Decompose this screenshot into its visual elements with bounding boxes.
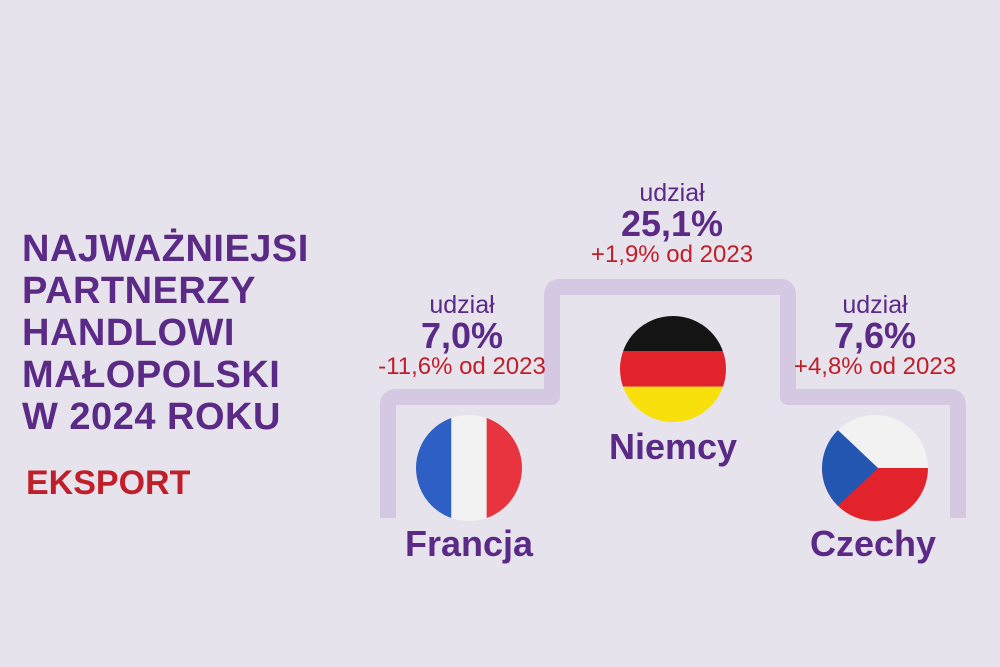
germany-flag-icon bbox=[620, 316, 726, 422]
czech-flag-icon bbox=[822, 415, 928, 521]
france-stats: udział 7,0% -11,6% od 2023 bbox=[352, 292, 572, 380]
subtitle-eksport: EKSPORT bbox=[26, 464, 191, 502]
country-name-niemcy: Niemcy bbox=[608, 426, 738, 467]
share-label: udział bbox=[639, 179, 705, 207]
page-title: NAJWAŻNIEJSI PARTNERZY HANDLOWI MAŁOPOLS… bbox=[22, 228, 309, 438]
share-change: +1,9% od 2023 bbox=[590, 241, 754, 268]
share-value: 7,0% bbox=[420, 315, 504, 356]
share-value: 7,6% bbox=[833, 315, 917, 356]
czech-stats: udział 7,6% +4,8% od 2023 bbox=[765, 292, 985, 380]
title-line: NAJWAŻNIEJSI bbox=[22, 228, 309, 270]
share-label: udział bbox=[429, 291, 495, 319]
title-line: MAŁOPOLSKI bbox=[22, 354, 281, 396]
france-flag-icon bbox=[416, 415, 522, 521]
country-name-czechy: Czechy bbox=[809, 523, 937, 564]
country-name-francja: Francja bbox=[404, 523, 534, 564]
share-change: -11,6% od 2023 bbox=[378, 353, 546, 380]
title-line: HANDLOWI bbox=[22, 312, 235, 354]
share-change: +4,8% od 2023 bbox=[793, 353, 957, 380]
germany-stats: udział 25,1% +1,9% od 2023 bbox=[562, 180, 782, 268]
title-line: W 2024 ROKU bbox=[22, 396, 281, 438]
title-line: PARTNERZY bbox=[22, 270, 256, 312]
share-value: 25,1% bbox=[620, 203, 724, 244]
share-label: udział bbox=[842, 291, 908, 319]
